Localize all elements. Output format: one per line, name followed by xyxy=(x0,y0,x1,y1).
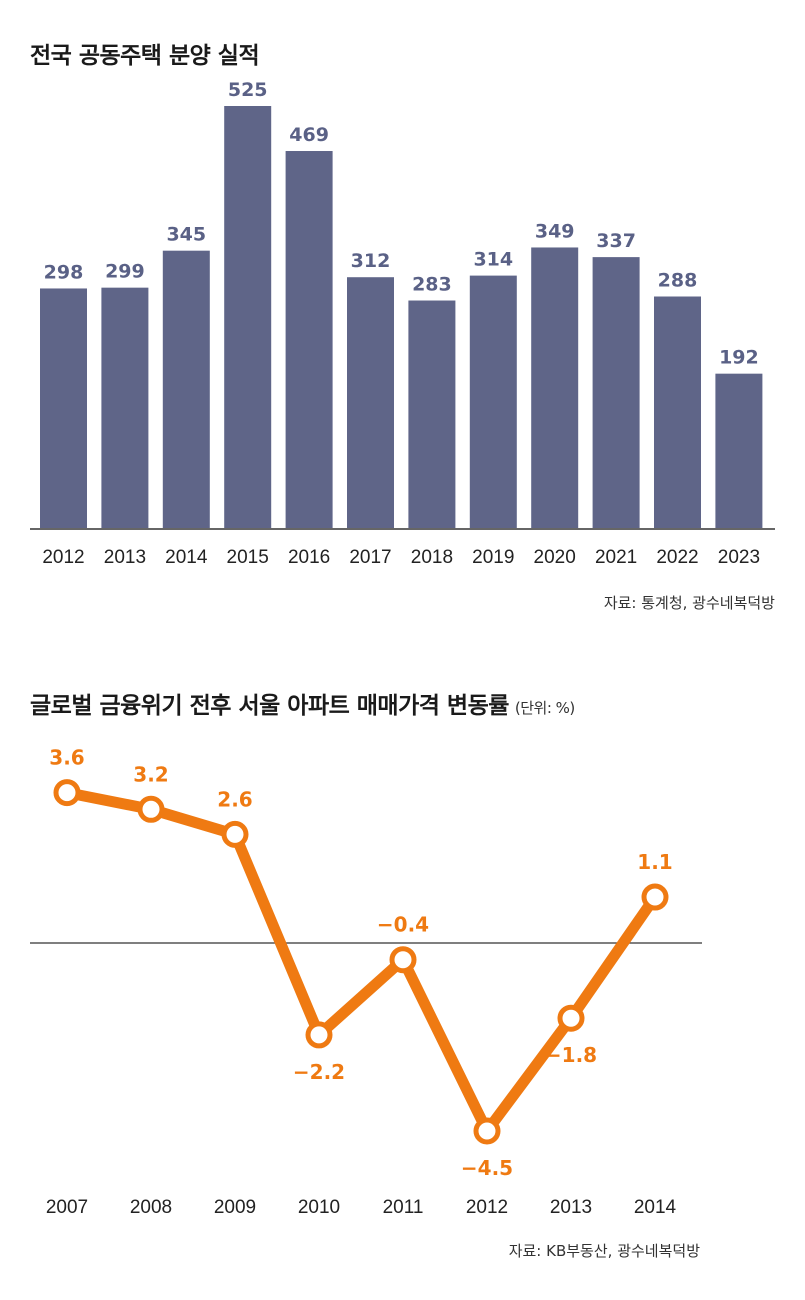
x-tick-label-2022: 2022 xyxy=(656,547,698,568)
bar-2015 xyxy=(224,106,272,528)
data-label-2012: −4.5 xyxy=(461,1156,513,1180)
x-tick-label-2010: 2010 xyxy=(298,1197,340,1218)
x-tick-label-2011: 2011 xyxy=(383,1197,424,1218)
x-tick-label-2013: 2013 xyxy=(104,547,146,568)
x-tick-label-2020: 2020 xyxy=(534,547,576,568)
bar-2022 xyxy=(654,296,701,528)
line-chart-title: 글로벌 금융위기 전후 서울 아파트 매매가격 변동률 (단위: %) xyxy=(30,686,575,720)
x-tick-label-2008: 2008 xyxy=(130,1197,172,1218)
x-tick-label-2015: 2015 xyxy=(227,547,269,568)
data-label-2007: 3.6 xyxy=(49,746,84,770)
line-chart-source: 자료: KB부동산, 광수네복덕방 xyxy=(508,1242,700,1260)
x-tick-label-2016: 2016 xyxy=(288,547,330,568)
x-tick-label-2014: 2014 xyxy=(634,1197,677,1218)
bar-value-label-2018: 283 xyxy=(412,274,452,296)
x-tick-label-2013: 2013 xyxy=(550,1197,592,1218)
line-chart-title-text: 글로벌 금융위기 전후 서울 아파트 매매가격 변동률 xyxy=(30,693,509,719)
bar-2020 xyxy=(531,247,579,529)
bar-value-label-2016: 469 xyxy=(289,124,329,146)
bar-2014 xyxy=(162,250,210,528)
x-tick-label-2014: 2014 xyxy=(165,547,208,568)
x-tick-label-2017: 2017 xyxy=(349,547,391,568)
x-tick-label-2009: 2009 xyxy=(214,1197,256,1218)
bar-chart-title: 전국 공동주택 분양 실적 xyxy=(30,43,260,69)
x-tick-label-2012: 2012 xyxy=(42,547,84,568)
x-tick-label-2019: 2019 xyxy=(472,547,514,568)
x-tick-label-2018: 2018 xyxy=(411,547,453,568)
data-label-2013: −1.8 xyxy=(545,1043,597,1067)
data-label-2014: 1.1 xyxy=(637,850,672,874)
bar-2019 xyxy=(469,275,517,528)
data-point-2007 xyxy=(53,779,81,807)
bar-value-label-2022: 288 xyxy=(658,270,698,292)
bar-2012 xyxy=(40,288,87,528)
bar-value-label-2013: 299 xyxy=(105,261,145,283)
line-chart-unit: (단위: %) xyxy=(514,699,575,717)
bar-chart-source: 자료: 통계청, 광수네복덕방 xyxy=(603,594,775,612)
line-chart: 3.6 2007 3.2 2008 2.6 2009 −2.2 2010 −0.4 2011 −4.… xyxy=(30,746,702,1218)
data-point-2012 xyxy=(473,1117,501,1145)
bar-value-label-2019: 314 xyxy=(473,249,513,271)
x-tick-label-2021: 2021 xyxy=(595,547,637,568)
data-point-2010 xyxy=(305,1021,333,1049)
bar-chart: 298 2012 299 2013 345 2014 525 2015 469 2016 312 20… xyxy=(30,79,775,568)
data-label-2010: −2.2 xyxy=(293,1060,345,1084)
bar-value-label-2015: 525 xyxy=(228,79,268,101)
data-label-2008: 3.2 xyxy=(133,762,168,786)
data-point-2009 xyxy=(221,820,249,848)
data-label-2009: 2.6 xyxy=(217,787,252,811)
bar-2018 xyxy=(408,300,456,528)
bar-2017 xyxy=(347,277,394,528)
bar-value-label-2021: 337 xyxy=(596,230,636,252)
bar-value-label-2020: 349 xyxy=(535,220,575,242)
bar-2023 xyxy=(715,373,763,528)
bar-2021 xyxy=(592,257,640,528)
bar-2016 xyxy=(285,151,333,528)
data-point-2011 xyxy=(389,946,417,974)
bar-value-label-2017: 312 xyxy=(351,250,391,272)
data-point-2013 xyxy=(557,1004,585,1032)
bar-value-label-2014: 345 xyxy=(166,224,206,246)
bar-value-label-2012: 298 xyxy=(44,261,84,283)
bar-2013 xyxy=(101,287,149,528)
bar-value-label-2023: 192 xyxy=(719,347,759,369)
data-point-2008 xyxy=(137,795,165,823)
x-tick-label-2023: 2023 xyxy=(718,547,760,568)
series-line xyxy=(61,787,661,1137)
data-label-2011: −0.4 xyxy=(377,913,429,937)
x-tick-label-2012: 2012 xyxy=(466,1197,508,1218)
data-point-2014 xyxy=(641,883,669,911)
x-tick-label-2007: 2007 xyxy=(46,1197,88,1218)
